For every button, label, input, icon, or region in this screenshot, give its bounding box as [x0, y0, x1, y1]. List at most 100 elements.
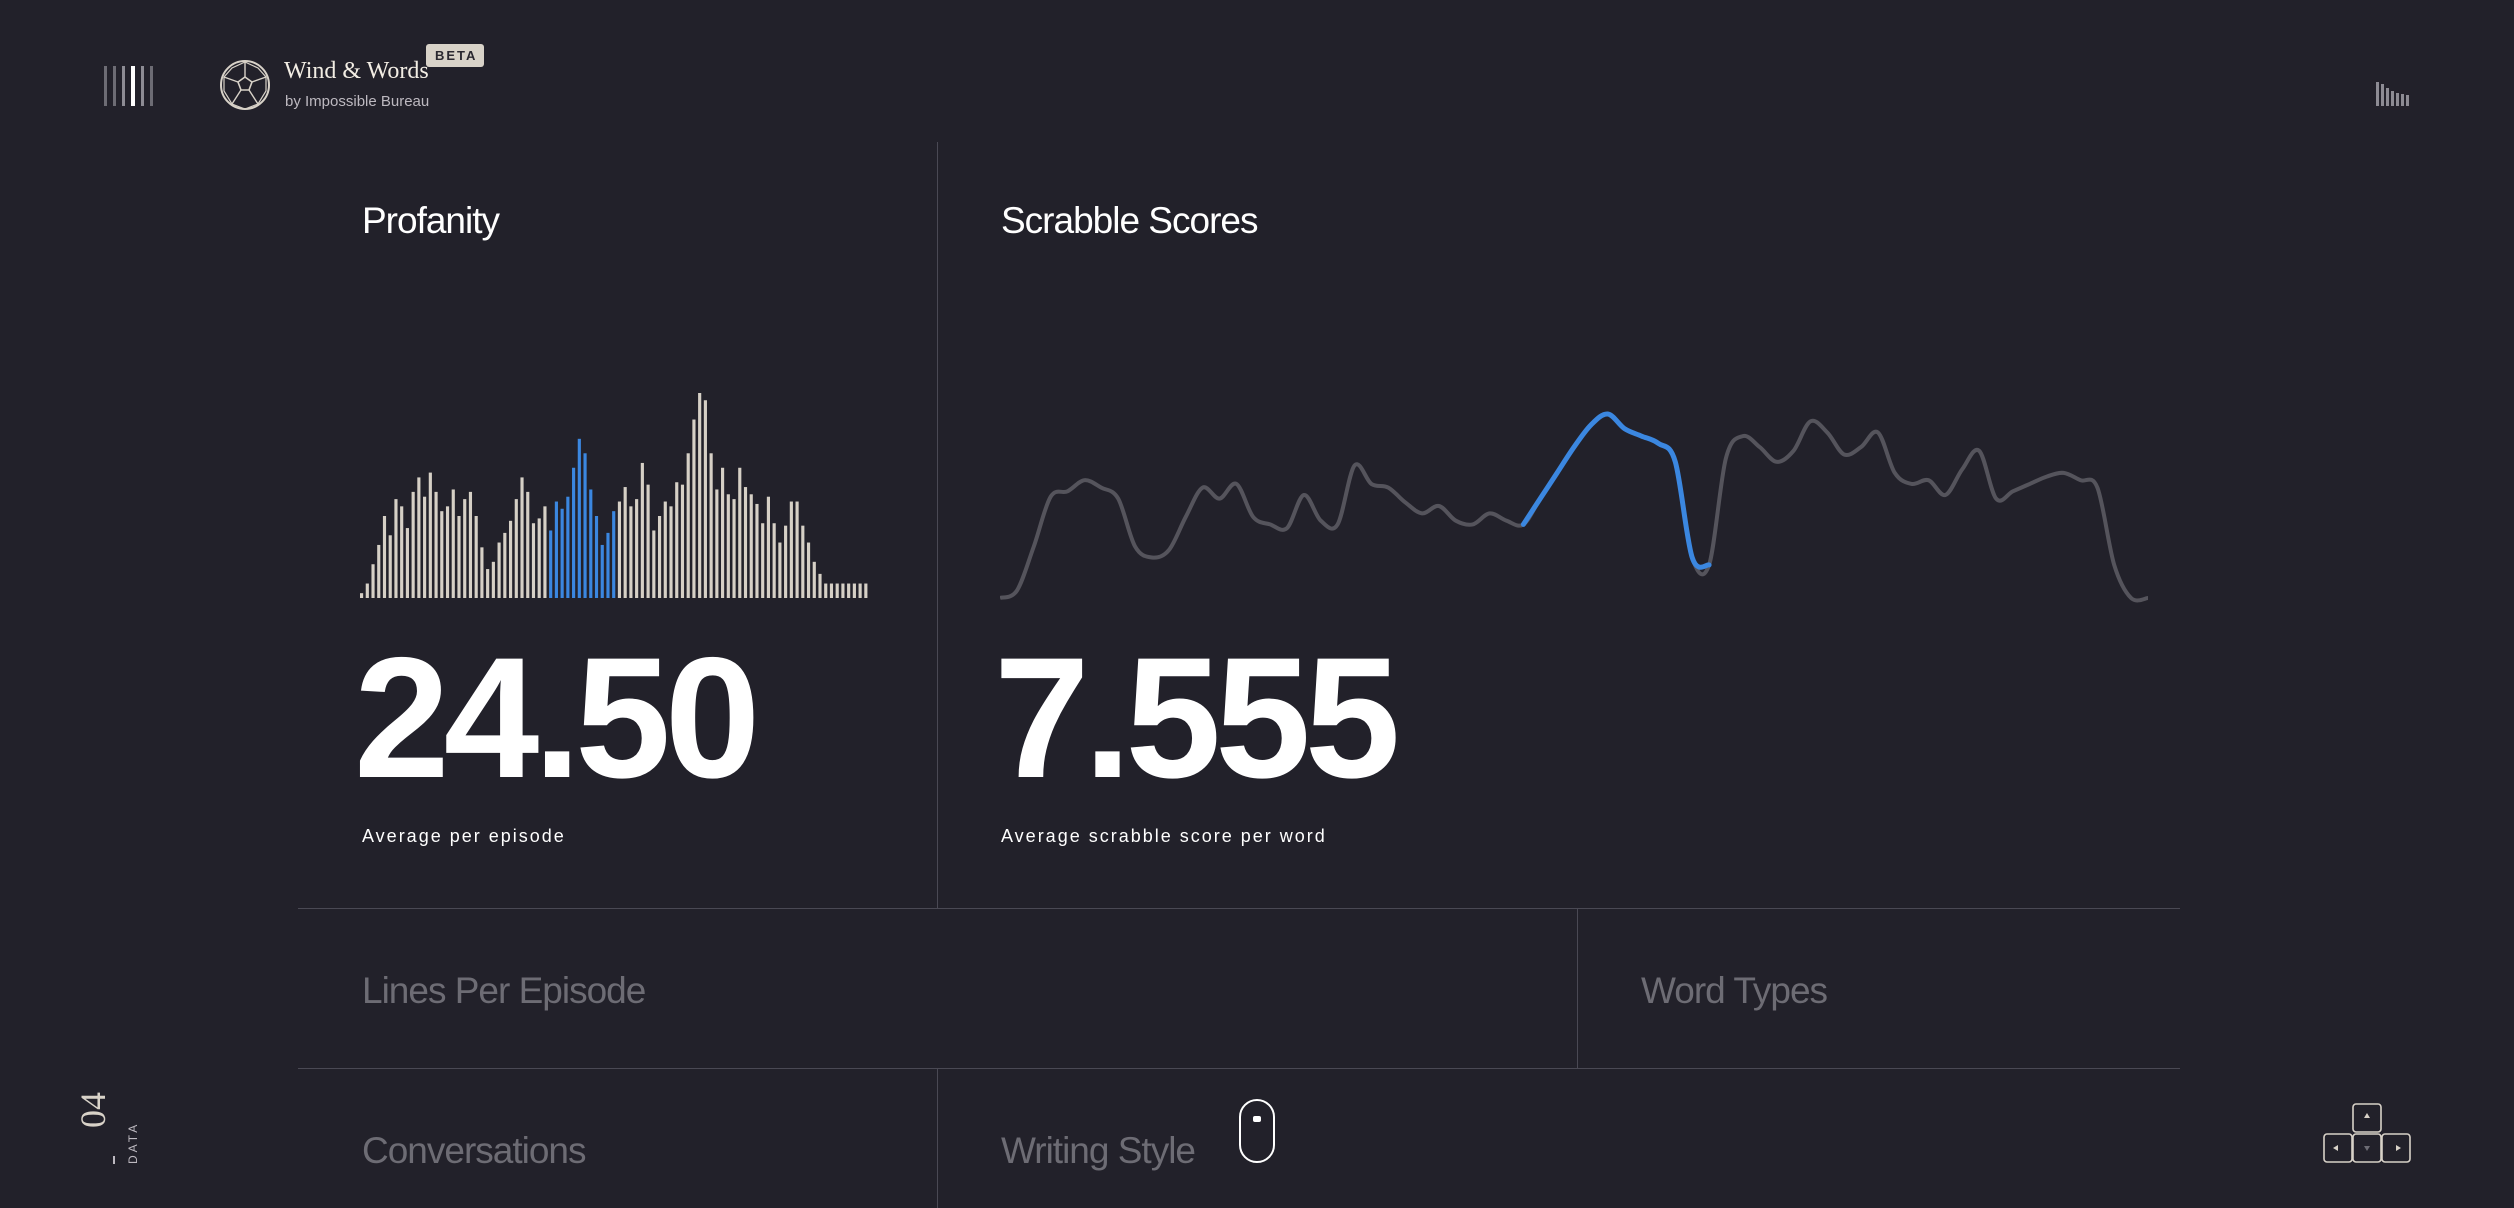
- divider-bottom-vertical: [937, 1068, 938, 1208]
- profanity-bar: [675, 482, 679, 598]
- profanity-bar: [549, 530, 553, 598]
- profanity-bar: [801, 525, 805, 598]
- profanity-bar: [457, 516, 461, 598]
- profanity-bar: [491, 561, 495, 598]
- profanity-bar: [738, 467, 742, 598]
- profanity-bar: [663, 501, 667, 598]
- profanity-bar: [594, 516, 599, 598]
- divider-middle-vertical: [1577, 908, 1578, 1068]
- page-dash: [113, 1156, 115, 1164]
- profanity-bar: [360, 593, 364, 598]
- profanity-bar: [772, 523, 776, 598]
- profanity-bar: [388, 535, 392, 598]
- profanity-bar: [394, 499, 398, 598]
- profanity-bar: [572, 467, 576, 598]
- profanity-bar: [646, 484, 650, 598]
- profanity-bar: [480, 547, 484, 598]
- profanity-bar: [766, 496, 770, 598]
- profanity-bar: [617, 501, 622, 598]
- profanity-bar: [612, 511, 616, 598]
- profanity-bar: [486, 569, 490, 598]
- profanity-bar: [721, 467, 725, 598]
- profanity-bar: [841, 583, 845, 598]
- profanity-bar: [503, 532, 507, 598]
- profanity-bar: [440, 511, 444, 598]
- profanity-bar: [474, 516, 478, 598]
- profanity-bar: [497, 542, 501, 598]
- profanity-bar: [543, 506, 547, 598]
- section-word-types[interactable]: Word Types: [1641, 970, 1828, 1011]
- profanity-bar: [755, 503, 759, 598]
- profanity-value: 24.50: [354, 622, 760, 814]
- scrabble-caption: Average scrabble score per word: [1001, 826, 1327, 846]
- scrabble-series-line: [1000, 411, 2148, 603]
- profanity-bar: [806, 542, 811, 598]
- profanity-bar: [417, 477, 421, 598]
- scrabble-highlight-line: [1520, 411, 1712, 570]
- profanity-bar: [835, 583, 839, 598]
- profanity-bar: [514, 499, 518, 598]
- profanity-bar: [566, 496, 570, 598]
- profanity-bar: [789, 501, 793, 598]
- profanity-bar: [405, 528, 409, 598]
- profanity-bar: [680, 484, 685, 598]
- brand-name[interactable]: Wind & Words: [284, 58, 429, 84]
- profanity-bar: [749, 494, 753, 598]
- profanity-bar: [411, 491, 415, 598]
- arrow-keys-icon: [2323, 1103, 2411, 1163]
- profanity-bar: [589, 489, 593, 598]
- profanity-bar: [423, 496, 427, 598]
- profanity-bar: [778, 542, 782, 598]
- profanity-bar: [703, 400, 707, 598]
- divider-row-1: [298, 908, 2180, 909]
- profanity-bar: [445, 506, 450, 598]
- profanity-bar: [531, 523, 536, 598]
- mouse-scroll-icon: [1239, 1099, 1275, 1163]
- profanity-bar: [692, 419, 696, 598]
- scrabble-value: 7.555: [994, 622, 1400, 814]
- profanity-bar: [463, 499, 467, 598]
- profanity-bar: [606, 532, 610, 598]
- profanity-caption: Average per episode: [362, 826, 566, 846]
- profanity-bar: [858, 583, 862, 598]
- profanity-bar: [640, 462, 644, 598]
- profanity-bar: [577, 438, 581, 598]
- profanity-bar: [600, 544, 604, 598]
- profanity-bar: [657, 516, 662, 598]
- profanity-title: Profanity: [362, 200, 500, 241]
- section-conversations[interactable]: Conversations: [362, 1130, 587, 1171]
- profanity-bar: [824, 583, 828, 598]
- section-writing-style[interactable]: Writing Style: [1001, 1130, 1196, 1171]
- profanity-bar: [726, 494, 730, 598]
- profanity-bar: [864, 583, 868, 598]
- scrabble-line-chart: [1000, 411, 2148, 603]
- profanity-bar: [686, 453, 690, 598]
- soccer-ball-logo-icon[interactable]: [218, 58, 272, 112]
- scrabble-title: Scrabble Scores: [1001, 200, 1258, 241]
- profanity-bar: [652, 530, 656, 598]
- profanity-bar: [818, 573, 822, 598]
- divider-top-vertical: [937, 142, 938, 908]
- profanity-bar: [434, 491, 438, 598]
- profanity-bar: [468, 491, 473, 598]
- section-lines-per-episode[interactable]: Lines Per Episode: [362, 970, 646, 1011]
- profanity-bar: [732, 499, 736, 598]
- sound-bars-icon[interactable]: [2376, 80, 2412, 106]
- profanity-bar: [371, 564, 375, 598]
- profanity-bar: [623, 487, 627, 598]
- profanity-bar: [635, 499, 639, 598]
- beta-badge: BETA: [426, 44, 485, 67]
- profanity-bar: [451, 489, 455, 598]
- menu-bars-icon[interactable]: [104, 66, 160, 106]
- profanity-bar: [365, 583, 369, 598]
- profanity-bar: [715, 489, 719, 598]
- profanity-bar: [669, 506, 673, 598]
- profanity-bar: [852, 583, 856, 598]
- profanity-bar: [812, 561, 816, 598]
- profanity-bar: [795, 501, 799, 598]
- profanity-bar: [761, 523, 765, 598]
- profanity-bar: [847, 583, 851, 598]
- profanity-bar: [554, 501, 558, 598]
- profanity-bar: [537, 518, 541, 598]
- divider-row-2: [298, 1068, 2180, 1069]
